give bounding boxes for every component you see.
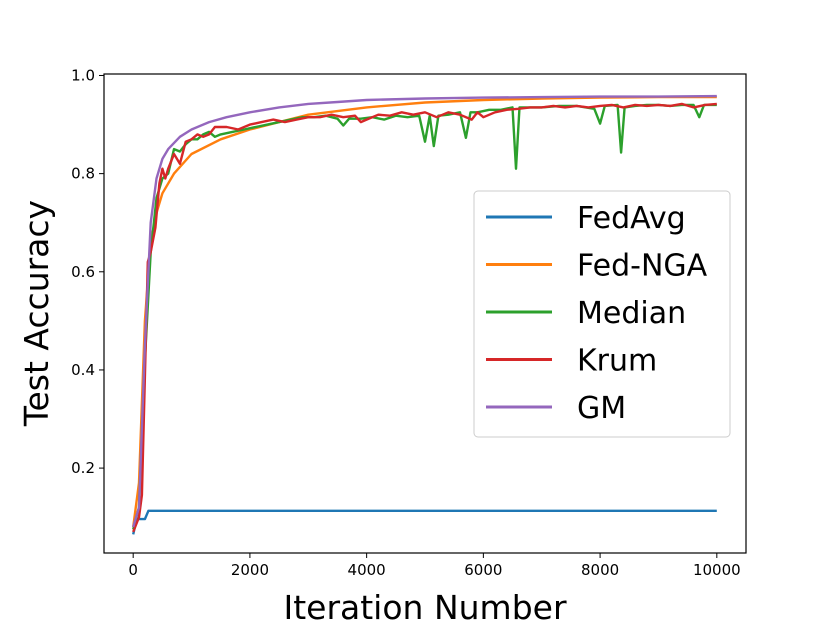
x-tick-label: 6000 bbox=[464, 561, 502, 579]
x-axis-title: Iteration Number bbox=[283, 588, 566, 623]
y-tick-label: 1.0 bbox=[71, 66, 95, 84]
plot-area-frame bbox=[103, 73, 747, 554]
series-line-gm bbox=[132, 94, 717, 528]
legend-box bbox=[473, 190, 731, 438]
series-line-median bbox=[132, 103, 717, 530]
y-axis-title: Test Accuracy bbox=[17, 200, 56, 427]
series-line-krum bbox=[132, 102, 717, 533]
legend-label: GM bbox=[577, 391, 626, 426]
y-tick-label: 0.8 bbox=[71, 165, 95, 183]
x-tick-label: 8000 bbox=[581, 561, 619, 579]
legend-label: FedAvg bbox=[577, 201, 686, 236]
x-tick-label: 0 bbox=[128, 561, 138, 579]
legend-label: Fed-NGA bbox=[577, 249, 708, 284]
y-tick-label: 0.2 bbox=[71, 459, 95, 477]
x-tick-label: 2000 bbox=[231, 561, 269, 579]
series-line-fedavg bbox=[132, 509, 717, 535]
x-tick-label: 10000 bbox=[693, 561, 741, 579]
x-tick-label: 4000 bbox=[348, 561, 386, 579]
legend: FedAvg Fed-NGA Median Krum GM bbox=[473, 190, 731, 438]
y-tick-label: 0.6 bbox=[71, 263, 95, 281]
legend-label: Krum bbox=[577, 344, 657, 379]
series-lines bbox=[132, 94, 717, 535]
legend-label: Median bbox=[577, 296, 686, 331]
y-tick-label: 0.4 bbox=[71, 361, 95, 379]
axis-ticks: 0 2000 4000 6000 8000 10000 0.2 0.4 0.6 0.8 1.0 bbox=[71, 66, 741, 579]
